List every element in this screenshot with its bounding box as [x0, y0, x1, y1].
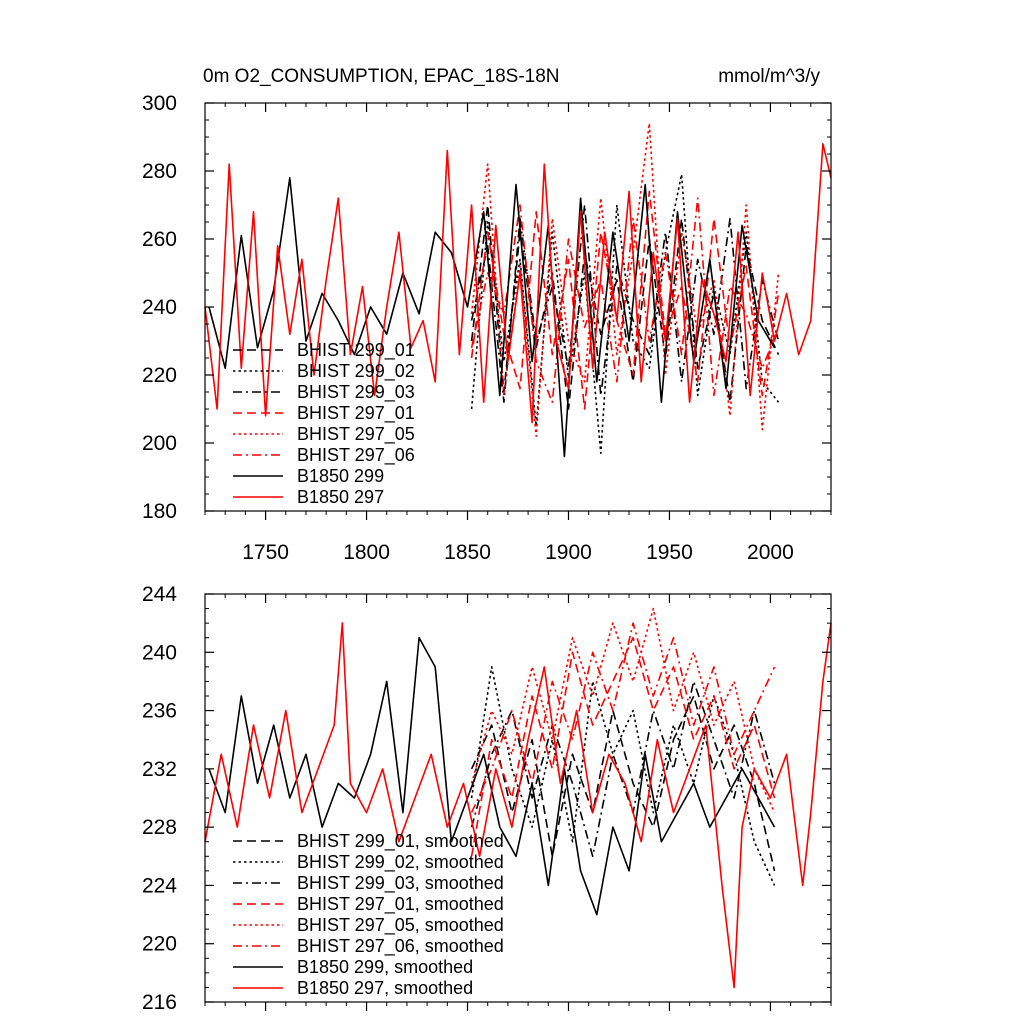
legend-label-1-5: BHIST 297_06, smoothed: [297, 936, 504, 957]
y-tick-label-1-1: 220: [142, 933, 177, 956]
y-tick-label-1-3: 228: [142, 816, 177, 839]
y-tick-label-1-2: 224: [142, 874, 177, 897]
figure-units: mmol/m^3/y: [718, 66, 820, 87]
legend-label-0-7: B1850 297: [297, 487, 384, 507]
legend-label-1-1: BHIST 299_02, smoothed: [297, 852, 504, 873]
x-tick-label-0-0: 1750: [242, 541, 289, 564]
legend-label-0-1: BHIST 299_02: [297, 361, 415, 382]
legend-label-1-4: BHIST 297_05, smoothed: [297, 915, 504, 936]
series-line-1-2: [470, 680, 776, 858]
x-tick-label-0-2: 1850: [444, 541, 491, 564]
raw-chart-panel: 1750 1800 1850 1900 1950 2000 180 200 220 240 260 2…: [142, 92, 832, 564]
legend-label-0-2: BHIST 299_03: [297, 382, 415, 403]
legend-label-1-6: B1850 299, smoothed: [297, 957, 473, 977]
series-line-0-6: [208, 177, 776, 458]
y-tick-label-1-0: 216: [142, 991, 177, 1014]
x-tick-label-0-3: 1900: [545, 541, 592, 564]
series-line-1-5: [470, 622, 776, 813]
series-line-0-7: [204, 143, 832, 424]
legend-label-0-5: BHIST 297_06: [297, 445, 415, 466]
x-tick-label-0-1: 1800: [343, 541, 390, 564]
y-tick-label-0-3: 240: [142, 296, 177, 319]
series-line-0-4: [470, 122, 780, 438]
x-tick-label-0-4: 1950: [646, 541, 693, 564]
series-line-1-4: [470, 607, 776, 813]
y-tick-label-0-1: 200: [142, 432, 177, 455]
legend-label-0-0: BHIST 299_01: [297, 340, 415, 361]
smoothed-chart-panel: 216 220 224 228 232 236 240 244 BHIST 299_01, s…: [142, 583, 832, 1014]
y-tick-label-0-6: 300: [142, 92, 177, 115]
legend-label-0-3: BHIST 297_01: [297, 403, 415, 424]
series-line-0-5: [470, 197, 780, 404]
y-tick-label-1-6: 240: [142, 641, 177, 664]
y-tick-label-0-4: 260: [142, 228, 177, 251]
series-line-1-7: [204, 622, 832, 989]
legend-label-1-0: BHIST 299_01, smoothed: [297, 831, 504, 852]
y-tick-label-1-4: 232: [142, 758, 177, 781]
legend-label-1-7: B1850 297, smoothed: [297, 978, 473, 998]
legend-label-0-4: BHIST 297_05: [297, 424, 415, 445]
y-tick-label-1-5: 236: [142, 700, 177, 723]
series-line-0-2: [470, 204, 780, 404]
series-line-0-3: [470, 190, 780, 410]
legend-label-1-3: BHIST 297_01, smoothed: [297, 894, 504, 915]
x-tick-label-0-5: 2000: [747, 541, 794, 564]
y-tick-label-0-5: 280: [142, 160, 177, 183]
series-line-1-3: [470, 636, 776, 857]
legend-label-1-2: BHIST 299_03, smoothed: [297, 873, 504, 894]
y-tick-label-0-2: 220: [142, 364, 177, 387]
legend-label-0-6: B1850 299: [297, 466, 384, 486]
y-tick-label-1-7: 244: [142, 583, 177, 606]
y-tick-label-0-0: 180: [142, 500, 177, 523]
figure-title: 0m O2_CONSUMPTION, EPAC_18S-18N: [203, 66, 560, 87]
